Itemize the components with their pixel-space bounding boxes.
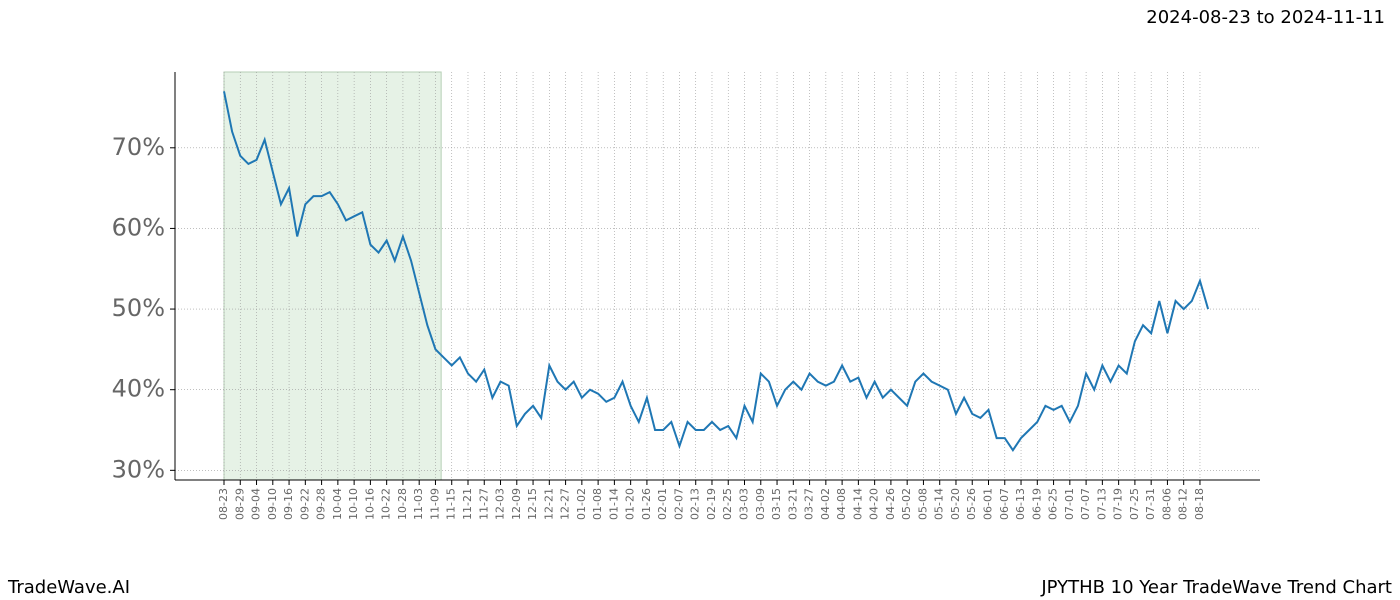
x-tick-label: 03-03 [738,488,751,520]
x-tick-label: 01-08 [591,488,604,520]
y-tick-label: 50% [112,294,165,322]
y-tick-label: 30% [112,455,165,483]
x-tick-label: 07-25 [1128,488,1141,520]
x-tick-label: 12-15 [526,488,539,520]
footer-right: JPYTHB 10 Year TradeWave Trend Chart [1040,577,1392,598]
x-tick-label: 10-28 [396,488,409,520]
x-tick-label: 07-31 [1144,488,1157,520]
x-tick-label: 08-29 [233,488,246,520]
x-tick-label: 01-14 [607,488,620,520]
x-tick-label: 03-09 [754,488,767,520]
x-tick-label: 01-02 [575,488,588,520]
x-tick-label: 11-21 [461,488,474,520]
trend-line [223,91,1210,452]
x-tick-label: 09-10 [266,488,279,520]
x-tick-label: 10-10 [347,488,360,520]
x-tick-label: 08-06 [1160,488,1173,520]
x-tick-label: 12-27 [559,488,572,520]
x-tick-label: 07-13 [1095,488,1108,520]
x-tick-label: 11-27 [477,488,490,520]
x-tick-label: 03-27 [803,488,816,520]
x-tick-label: 11-09 [428,488,441,520]
x-tick-label: 04-26 [884,488,897,520]
x-tick-label: 10-16 [363,488,376,520]
x-tick-label: 12-21 [542,488,555,520]
x-tick-label: 08-12 [1177,488,1190,520]
x-tick-label: 08-18 [1193,488,1206,520]
highlight-region [223,71,442,481]
x-tick-label: 02-25 [721,488,734,520]
x-tick-label: 02-01 [656,488,669,520]
x-tick-label: 05-08 [916,488,929,520]
x-tick-label: 04-02 [819,488,832,520]
x-tick-label: 05-26 [965,488,978,520]
x-tick-label: 06-25 [1047,488,1060,520]
x-tick-label: 09-22 [298,488,311,520]
x-tick-label: 06-01 [982,488,995,520]
x-tick-label: 10-22 [380,488,393,520]
x-tick-label: 09-04 [250,488,263,520]
x-tick-label: 11-03 [412,488,425,520]
footer-left: TradeWave.AI [7,577,130,598]
x-tick-label: 01-26 [640,488,653,520]
x-tick-label: 06-19 [1030,488,1043,520]
y-tick-label: 40% [112,375,165,403]
x-tick-label: 02-07 [672,488,685,520]
y-tick-label: 60% [112,213,165,241]
x-tick-label: 10-04 [331,488,344,520]
x-tick-label: 02-19 [705,488,718,520]
x-tick-label: 05-20 [949,488,962,520]
x-tick-label: 04-08 [835,488,848,520]
x-tick-label: 12-09 [510,488,523,520]
x-tick-label: 03-15 [770,488,783,520]
x-tick-label: 04-20 [868,488,881,520]
x-tick-label: 01-20 [624,488,637,520]
x-tick-label: 06-13 [1014,488,1027,520]
chart-title: 2024-08-23 to 2024-11-11 [1146,7,1385,28]
x-tick-label: 06-07 [998,488,1011,520]
x-tick-label: 07-19 [1112,488,1125,520]
x-tick-label: 03-21 [786,488,799,520]
x-tick-label: 08-23 [217,488,230,520]
x-tick-label: 07-07 [1079,488,1092,520]
x-tick-label: 09-16 [282,488,295,520]
x-tick-label: 07-01 [1063,488,1076,520]
x-tick-label: 04-14 [851,488,864,520]
x-tick-label: 02-13 [689,488,702,520]
x-tick-label: 09-28 [315,488,328,520]
y-tick-label: 70% [112,133,165,161]
x-tick-label: 12-03 [494,488,507,520]
x-tick-label: 05-02 [900,488,913,520]
x-tick-label: 11-15 [445,488,458,520]
x-tick-label: 05-14 [933,488,946,520]
